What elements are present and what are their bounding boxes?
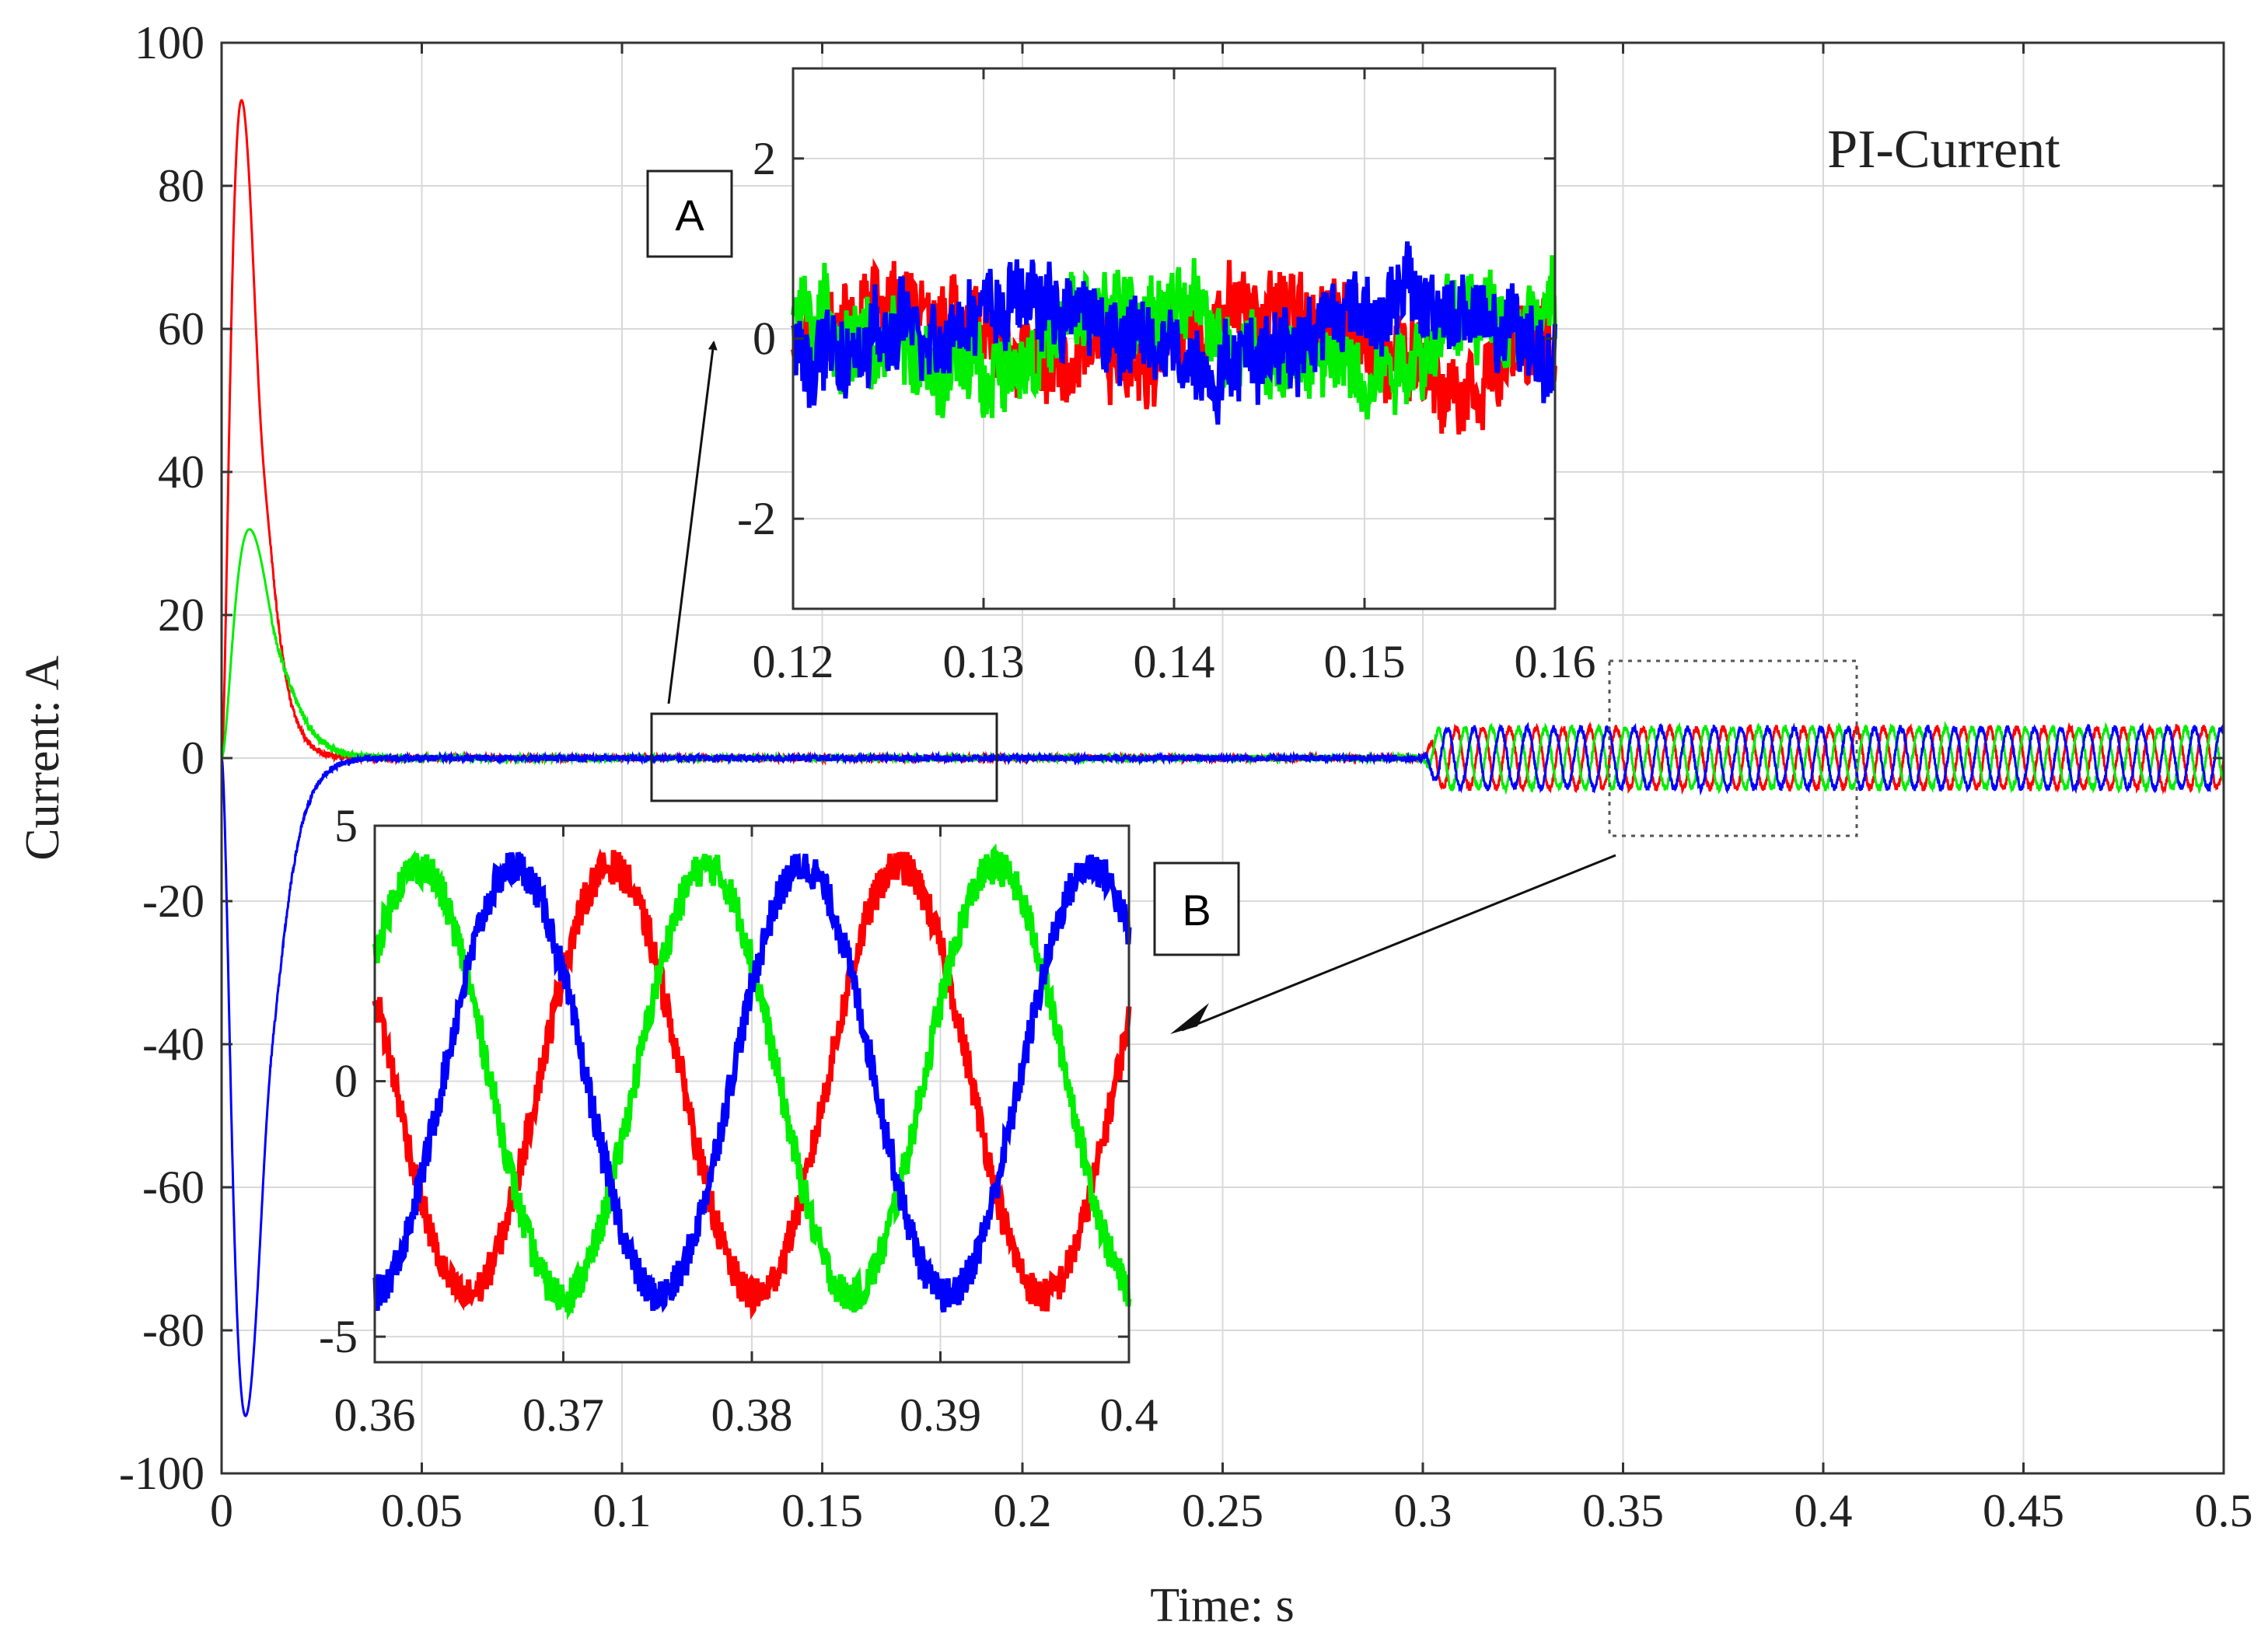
inset-a-x-tick-label: 0.14 [1134, 636, 1215, 687]
inset-b-series-phase-b [372, 843, 1132, 1321]
main-x-tick-label: 0.05 [381, 1485, 463, 1536]
inset-b-x-tick-label: 0.37 [522, 1389, 604, 1441]
main-x-tick-label: 0.5 [2195, 1485, 2253, 1536]
main-y-tick-label: 80 [158, 160, 204, 211]
main-y-tick-label: -40 [142, 1019, 204, 1070]
inset-a-series-phase-c [791, 241, 1557, 425]
main-series-phase-c [220, 722, 2225, 1417]
inset-b-series-phase-a [372, 847, 1132, 1320]
main-x-ticks: 0 0.05 0.1 0.15 0.2 0.25 0.3 0.35 0.4 0.45 0.5 [210, 43, 2253, 1536]
main-y-tick-label: -100 [119, 1448, 204, 1499]
arrow-to-inset-b-head [1170, 1003, 1209, 1034]
inset-b-label-box: B [1153, 861, 1240, 956]
main-x-tick-label: 0.2 [994, 1485, 1052, 1536]
inset-b-series-phase-c [372, 851, 1132, 1313]
inset-b-y-tick-label: 0 [334, 1056, 358, 1107]
zoom-region-a-box [650, 712, 998, 802]
main-y-tick-label: 20 [158, 589, 204, 641]
main-y-tick-label: 100 [135, 17, 204, 68]
main-x-tick-label: 0.3 [1394, 1485, 1452, 1536]
arrow-to-inset-b [1181, 854, 1616, 1032]
arrow-to-inset-a [667, 341, 718, 704]
main-x-tick-label: 0.25 [1182, 1485, 1263, 1536]
main-x-tick-label: 0 [210, 1485, 233, 1536]
main-x-tick-label: 0.1 [593, 1485, 652, 1536]
inset-b-x-tick-label: 0.38 [711, 1389, 793, 1441]
inset-a-y-ticks: -2 0 2 [737, 133, 1555, 544]
chart-title: PI-Current [1827, 120, 2060, 180]
main-y-tick-label: -80 [142, 1305, 204, 1356]
main-x-tick-label: 0.35 [1582, 1485, 1664, 1536]
inset-b-x-ticks: 0.36 0.37 0.38 0.39 0.4 [334, 826, 1158, 1441]
inset-b-y-tick-label: -5 [319, 1311, 358, 1362]
inset-a: 0.12 0.13 0.14 0.15 0.16 -2 0 2 [737, 67, 1596, 687]
inset-a-label-box: A [646, 169, 733, 258]
main-y-tick-label: -60 [142, 1162, 204, 1213]
inset-a-x-tick-label: 0.12 [753, 636, 834, 687]
main-y-tick-label: 40 [158, 446, 204, 498]
x-axis-label: Time: s [1150, 1579, 1295, 1632]
inset-a-y-tick-label: -2 [737, 493, 776, 544]
zoom-region-b-box [1608, 659, 1858, 837]
main-x-tick-label: 0.15 [781, 1485, 863, 1536]
main-y-tick-label: -20 [142, 875, 204, 927]
inset-a-x-tick-label: 0.13 [943, 636, 1025, 687]
main-series-group [220, 99, 2225, 1417]
inset-b-x-tick-label: 0.36 [334, 1389, 416, 1441]
main-x-tick-label: 0.4 [1794, 1485, 1853, 1536]
inset-b-y-ticks: -5 0 5 [319, 800, 1129, 1362]
main-x-tick-label: 0.45 [1983, 1485, 2064, 1536]
inset-a-x-tick-label: 0.15 [1324, 636, 1406, 687]
main-y-tick-label: 60 [158, 303, 204, 355]
inset-b-x-tick-label: 0.4 [1100, 1389, 1158, 1441]
inset-a-series-group [791, 241, 1557, 435]
inset-a-series-phase-b [791, 255, 1557, 420]
inset-a-y-tick-label: 2 [753, 133, 776, 184]
inset-a-label: A [675, 190, 704, 239]
main-plot-area: 0 0.05 0.1 0.15 0.2 0.25 0.3 0.35 0.4 0.45 0.5 -10… [16, 17, 2253, 1632]
inset-b: 0.36 0.37 0.38 0.39 0.4 -5 0 5 [319, 800, 1158, 1441]
inset-a-y-tick-label: 0 [753, 313, 776, 365]
inset-b-y-tick-label: 5 [334, 800, 358, 851]
inset-a-x-ticks: 0.12 0.13 0.14 0.15 0.16 [753, 68, 1596, 687]
y-axis-label: Current: A [16, 655, 69, 861]
inset-b-x-tick-label: 0.39 [900, 1389, 981, 1441]
inset-b-label: B [1182, 886, 1211, 935]
main-y-tick-label: 0 [181, 732, 204, 784]
inset-a-x-tick-label: 0.16 [1515, 636, 1596, 687]
inset-b-series-group [372, 843, 1132, 1321]
